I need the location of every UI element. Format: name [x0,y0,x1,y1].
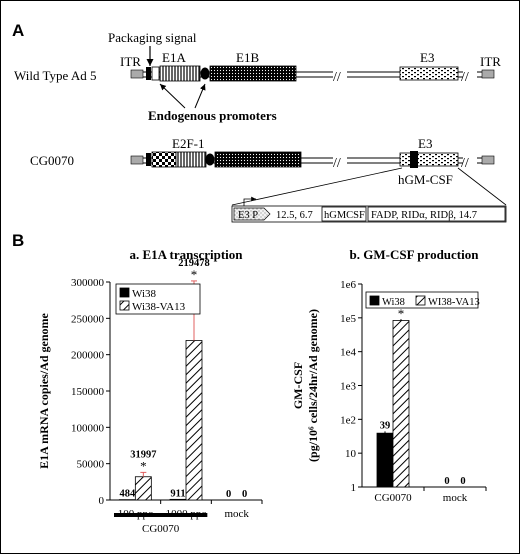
chart-b-ytick-label: 1 [351,482,357,494]
chart-b-title: b. GM-CSF production [350,247,480,262]
chart-a-data-label: 0 [226,489,231,500]
chart-a-legend-swatch [119,300,130,311]
chart-b-ytick-label: 1e5 [340,313,356,325]
panel-a: A Packaging signal E1A E1B Wild Type Ad … [12,21,507,223]
endogenous-promoters-label: Endogenous promoters [148,108,277,123]
chart-a-data-label: 219478 [178,258,210,269]
chart-b-ytick-label: 10 [345,448,357,460]
chart-a-data-label: 0 [242,489,247,500]
itr-right-label: ITR [480,54,501,69]
svg-text://: // [461,156,469,171]
chart-b-legend-swatch [369,295,380,306]
chart-a-ytick-label: 100000 [71,422,105,434]
cg0070-genome-map: // // [130,151,495,171]
panel-b-label: B [12,231,24,250]
gmcsf-insert [410,151,418,168]
e3-genes-2: FADP, RIDα, RIDβ, 14.7 [371,210,477,221]
chart-a-ytick-label: 0 [99,495,105,507]
chart-a-bar-wi38 [169,498,187,501]
chart-a-significance: * [191,267,198,282]
chart-a-significance: * [140,458,147,473]
e3-expansion: E3 P 12.5, 6.7 hGMCSF FADP, RIDα, RIDβ, … [231,196,507,223]
svg-text://: // [333,156,341,171]
packaging-signal-label: Packaging signal [108,30,197,45]
chart-a-legend-label: Wi38-VA13 [132,301,186,313]
chart-b-data-label: 39 [380,420,391,431]
itr-left-label: ITR [120,54,141,69]
chart-b-legend-swatch [415,295,426,306]
e2f-promoter-region [151,151,177,168]
svg-text://: // [333,70,341,85]
chart-e1a-transcription: a. E1A transcription E1A mRNA copies/Ad g… [37,247,263,535]
chart-b-category-label: CG0070 [374,492,412,504]
chart-a-bar-va13 [134,476,152,501]
chart-a-ytick-label: 200000 [71,350,105,362]
e1b-label: E1B [236,50,259,65]
wild-type-genome-map: // // E3 [130,50,495,85]
chart-b-ytick-label: 1e4 [340,347,356,359]
chart-gmcsf-production: b. GM-CSF production GM-CSF (pg/10⁶ cells/… [291,247,487,504]
chart-a-title: a. E1A transcription [129,247,243,262]
chart-a-category-label: mock [224,508,249,520]
chart-b-data-label: 0 [460,476,465,487]
chart-a-ylabel: E1A mRNA copies/Ad genome [37,312,51,468]
chart-a-bar-va13 [185,340,203,501]
chart-b-ytick-label: 1e2 [340,414,356,426]
hgmcsf-box-label: hGMCSF [324,210,365,221]
chart-a-legend-swatch [119,287,130,298]
wild-type-name: Wild Type Ad 5 [14,68,96,83]
chart-a-ytick-label: 50000 [77,459,105,471]
chart-a-data-label: 911 [170,488,185,499]
promoter-marker [200,67,210,80]
chart-b-legend: Wi38 WI38-VA13 [365,291,480,309]
chart-b-ytick-label: 1e6 [340,279,356,291]
e3-promoter-label: E3 P [238,210,258,221]
chart-a-group-label: CG0070 [142,523,180,535]
cg0070-name: CG0070 [30,153,74,168]
chart-b-category-label: mock [443,492,468,504]
chart-a-ytick-label: 150000 [71,386,105,398]
chart-b-data-label: 0 [444,476,449,487]
cg-e3-label: E3 [418,136,432,151]
chart-a-group-bar [114,513,208,517]
chart-b-bar-va13 [392,320,410,488]
e1a-region [159,65,201,82]
chart-b-bar-wi38 [376,432,394,488]
panel-a-label: A [12,21,24,40]
chart-b-ylabel: (pg/10⁶ cells/24hr/Ad genome) [306,309,320,462]
hgm-csf-label: hGM-CSF [398,172,453,187]
e2f-label: E2F-1 [172,136,205,151]
chart-a-data-label: 484 [119,489,136,500]
e3-genes-1: 12.5, 6.7 [276,210,313,221]
e1b-region [209,65,297,82]
chart-b-ytick-label: 1e3 [340,381,356,393]
e3-label: E3 [420,50,434,65]
chart-a-ytick-label: 300000 [71,277,105,289]
chart-b-ylabel: GM-CSF [291,362,305,409]
chart-b-legend-label: Wi38 [382,297,405,308]
chart-a-ytick-label: 250000 [71,313,105,325]
chart-b-legend-label: WI38-VA13 [428,297,480,308]
e1a-label: E1A [162,50,186,65]
chart-a-legend-box [115,283,201,315]
e3-region [399,66,459,81]
chart-a-data-label: 31997 [130,449,156,460]
chart-a-legend-label: Wi38 [132,288,156,300]
chart-b-significance: * [398,306,405,321]
svg-text://: // [461,70,469,85]
